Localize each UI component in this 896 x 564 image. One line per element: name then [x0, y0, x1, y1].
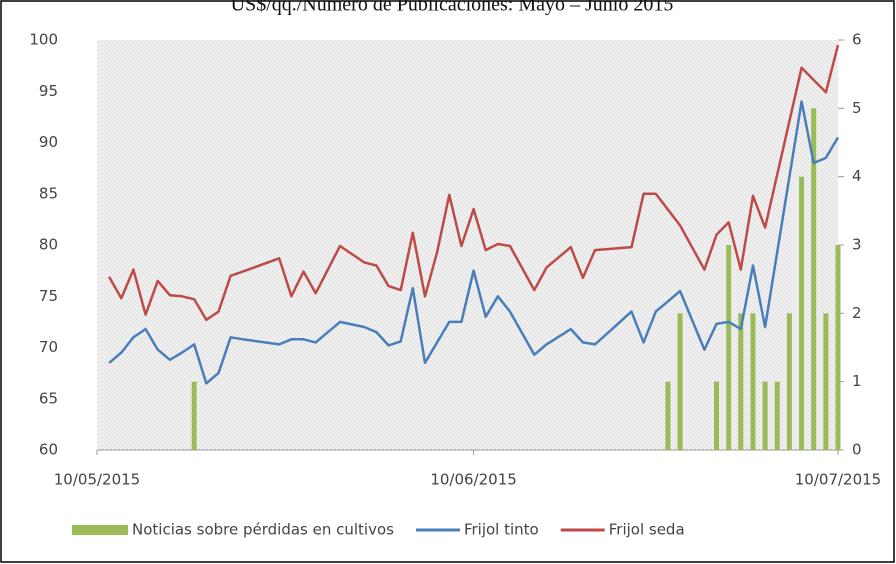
- x-tick-label: 10/06/2015: [430, 471, 516, 489]
- y-tick-label: 65: [39, 389, 58, 407]
- y-tick-label: 70: [39, 338, 58, 356]
- y2-tick-label: 1: [852, 372, 862, 390]
- x-tick-label: 10/05/2015: [54, 471, 140, 489]
- y2-tick-label: 5: [852, 99, 862, 117]
- bar: [750, 313, 756, 450]
- bar: [774, 381, 780, 450]
- bar: [835, 245, 841, 450]
- y-tick-label: 80: [39, 236, 58, 254]
- bar: [714, 381, 720, 450]
- y-tick-label: 85: [39, 184, 58, 202]
- y-tick-label: 60: [39, 441, 58, 459]
- y-tick-label: 95: [39, 82, 58, 100]
- legend-label: Frijol tinto: [464, 521, 539, 539]
- bar: [738, 313, 744, 450]
- bar: [811, 108, 817, 450]
- x-tick-label: 10/07/2015: [795, 471, 881, 489]
- chart-title: US$/qq./Número de Publicaciones: Mayo – …: [231, 0, 674, 16]
- bar: [786, 313, 792, 450]
- y-tick-label: 100: [29, 31, 58, 49]
- legend-label: Frijol seda: [609, 521, 685, 539]
- line: [108, 100, 840, 385]
- line: [108, 44, 840, 322]
- y-tick-label: 75: [39, 287, 58, 305]
- bar: [762, 381, 768, 450]
- legend-swatch: [72, 525, 128, 535]
- bar: [191, 381, 197, 450]
- bar: [665, 381, 671, 450]
- y2-tick-label: 3: [852, 236, 862, 254]
- y2-tick-label: 0: [852, 441, 862, 459]
- y-tick-label: 90: [39, 133, 58, 151]
- y2-tick-label: 6: [852, 31, 862, 49]
- bar: [823, 313, 829, 450]
- bar: [799, 176, 805, 450]
- y2-tick-label: 4: [852, 167, 862, 185]
- legend-label: Noticias sobre pérdidas en cultivos: [132, 521, 394, 539]
- bar: [677, 313, 683, 450]
- y2-tick-label: 2: [852, 304, 862, 322]
- bar: [726, 245, 732, 450]
